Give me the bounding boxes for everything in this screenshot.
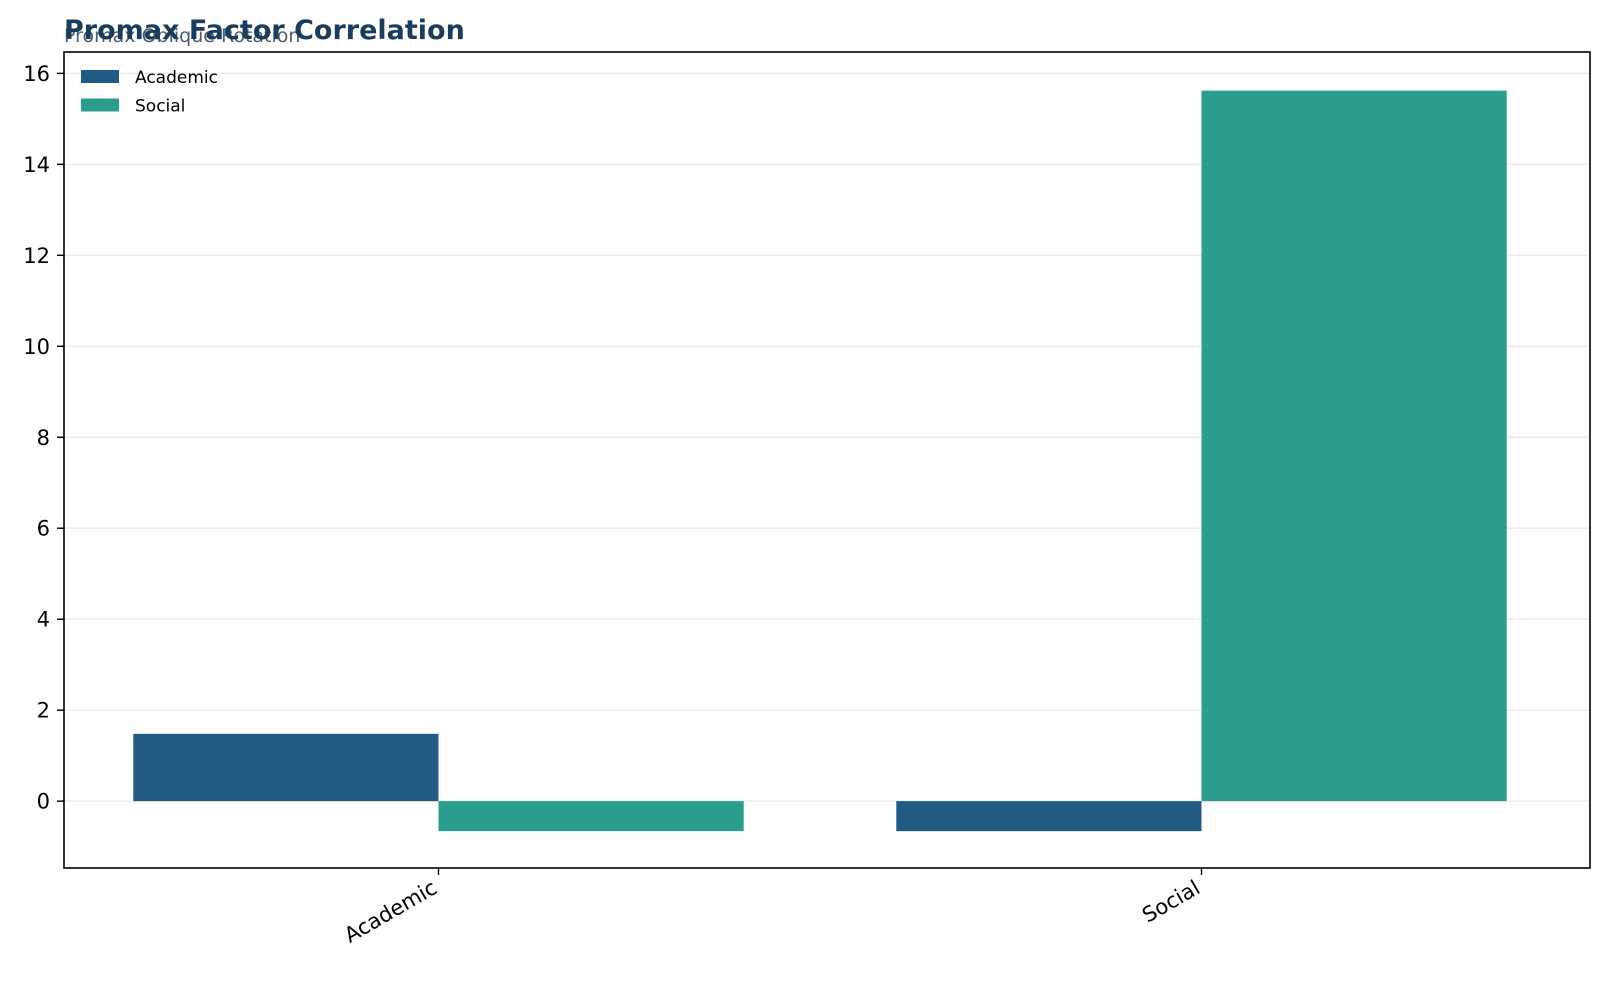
bars bbox=[133, 90, 1507, 832]
y-tick-label: 10 bbox=[23, 335, 50, 359]
legend-label: Academic bbox=[135, 68, 218, 88]
plot-frame bbox=[63, 51, 1591, 869]
legend-label: Social bbox=[135, 97, 185, 117]
grid-lines bbox=[64, 72, 1590, 802]
x-tick-label: Social bbox=[1138, 876, 1204, 928]
x-tick-label: Academic bbox=[340, 876, 441, 948]
y-tick-label: 0 bbox=[37, 790, 50, 814]
bar-academic-academic bbox=[133, 733, 439, 802]
chart-title: Promax Factor Correlation bbox=[64, 15, 465, 46]
y-tick-label: 6 bbox=[37, 517, 50, 541]
x-axis: Academic Social bbox=[340, 868, 1204, 948]
y-tick-label: 14 bbox=[23, 153, 50, 177]
legend-swatch bbox=[81, 70, 119, 83]
legend-swatch bbox=[81, 98, 119, 112]
bar-academic-social bbox=[896, 801, 1202, 832]
y-tick-label: 16 bbox=[23, 62, 50, 86]
chart-subtitle: Promax Oblique Rotation bbox=[64, 25, 300, 47]
bar-social-academic bbox=[438, 801, 744, 832]
legend: Academic Social bbox=[81, 68, 218, 117]
y-tick-label: 4 bbox=[37, 608, 50, 632]
bar-social-social bbox=[1201, 90, 1507, 802]
y-tick-label: 8 bbox=[37, 426, 50, 450]
y-tick-label: 12 bbox=[23, 244, 50, 268]
y-tick-label: 2 bbox=[37, 699, 50, 723]
y-axis: 0 2 4 6 8 10 12 14 16 bbox=[23, 62, 64, 814]
